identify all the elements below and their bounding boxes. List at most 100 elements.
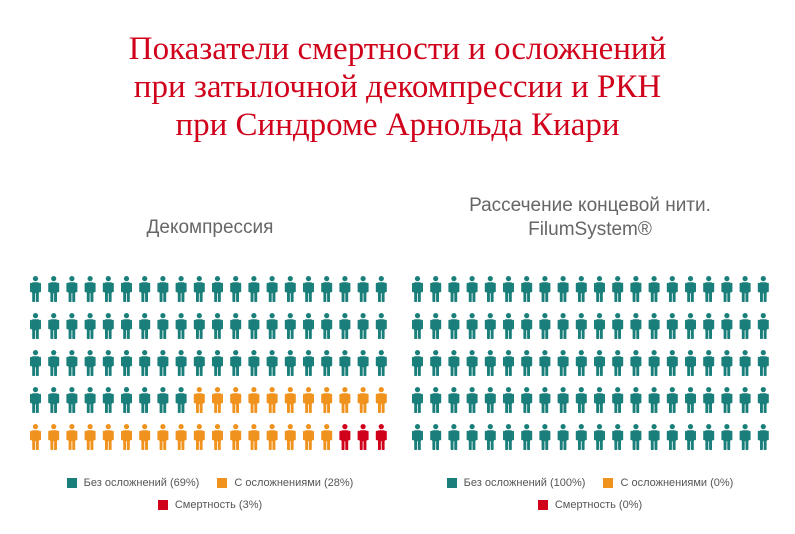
person-icon <box>212 387 223 413</box>
person-icon <box>466 313 478 339</box>
person-icon <box>412 350 423 376</box>
chart-2-pictogram <box>412 276 769 450</box>
person-icon <box>448 276 460 302</box>
person-icon <box>284 350 296 376</box>
person-icon <box>539 276 551 302</box>
person-icon <box>612 276 624 302</box>
person-icon <box>375 424 387 450</box>
person-icon <box>284 387 296 413</box>
title-line-1: Показатели смертности и осложнений <box>128 31 667 67</box>
person-icon <box>48 313 60 339</box>
legend-item-complications: С осложнениями (0%) <box>603 477 733 489</box>
person-icon <box>739 276 751 302</box>
person-icon <box>266 350 278 376</box>
person-icon <box>466 424 478 450</box>
person-icon <box>430 276 442 302</box>
person-icon <box>448 424 460 450</box>
chart-2-legend: Без осложнений (100%) С осложнениями (0%… <box>400 477 780 489</box>
page-title: Показатели смертности и осложнений при з… <box>0 30 795 144</box>
person-icon <box>484 387 496 413</box>
person-icon <box>303 387 314 413</box>
person-icon <box>303 313 314 339</box>
person-icon <box>539 387 551 413</box>
person-icon <box>139 313 151 339</box>
person-icon <box>575 387 587 413</box>
person-icon <box>321 276 333 302</box>
person-icon <box>375 387 387 413</box>
person-icon <box>102 313 114 339</box>
person-icon <box>648 424 660 450</box>
legend-swatch <box>537 500 548 510</box>
person-icon <box>139 276 151 302</box>
person-icon <box>648 350 660 376</box>
person-icon <box>212 276 223 302</box>
person-icon <box>303 276 314 302</box>
person-icon <box>339 387 351 413</box>
person-icon <box>248 387 260 413</box>
person-icon <box>521 313 533 339</box>
person-icon <box>121 350 132 376</box>
person-icon <box>230 313 242 339</box>
chart-2-title: Рассечение концевой нити. FilumSystem® <box>400 194 780 242</box>
person-icon <box>666 276 678 302</box>
person-icon <box>612 350 624 376</box>
person-icon <box>739 350 751 376</box>
person-icon <box>339 350 351 376</box>
person-icon <box>594 424 605 450</box>
person-icon <box>84 276 96 302</box>
person-icon <box>357 276 369 302</box>
person-icon <box>84 387 96 413</box>
person-icon <box>612 424 624 450</box>
person-icon <box>521 276 533 302</box>
person-icon <box>539 313 551 339</box>
person-icon <box>630 313 642 339</box>
legend-label: Смертность (0%) <box>554 499 643 511</box>
person-icon <box>175 424 187 450</box>
person-icon <box>248 424 260 450</box>
person-icon <box>503 424 514 450</box>
person-icon <box>66 424 78 450</box>
person-icon <box>157 313 169 339</box>
person-icon <box>48 424 60 450</box>
person-icon <box>630 276 642 302</box>
person-icon <box>175 276 187 302</box>
person-icon <box>375 276 387 302</box>
person-icon <box>430 387 442 413</box>
person-icon <box>557 313 569 339</box>
person-icon <box>757 350 769 376</box>
person-icon <box>66 313 78 339</box>
legend-item-complications: С осложнениями (28%) <box>217 477 353 489</box>
person-icon <box>139 350 151 376</box>
person-icon <box>703 350 715 376</box>
person-icon <box>48 350 60 376</box>
legend-swatch <box>603 478 614 488</box>
person-icon <box>721 313 733 339</box>
legend-label: Без осложнений (100%) <box>463 477 586 489</box>
legend-swatch <box>157 500 168 510</box>
person-icon <box>503 387 514 413</box>
person-icon <box>66 276 78 302</box>
person-icon <box>84 313 96 339</box>
person-icon <box>230 276 242 302</box>
person-icon <box>139 387 151 413</box>
legend-item-mortality: Смертность (3%) <box>157 499 262 511</box>
person-icon <box>321 313 333 339</box>
person-icon <box>30 276 41 302</box>
person-icon <box>448 313 460 339</box>
person-icon <box>375 350 387 376</box>
person-icon <box>193 313 205 339</box>
person-icon <box>303 350 314 376</box>
chart-2-title-line-2: FilumSystem® <box>528 219 652 240</box>
person-icon <box>757 313 769 339</box>
person-icon <box>539 350 551 376</box>
person-icon <box>248 313 260 339</box>
person-icon <box>721 424 733 450</box>
person-icon <box>193 424 205 450</box>
person-icon <box>102 387 114 413</box>
legend-label: С осложнениями (28%) <box>234 477 354 489</box>
person-icon <box>503 313 514 339</box>
person-icon <box>102 424 114 450</box>
legend-item-no-complications: Без осложнений (100%) <box>446 477 586 489</box>
person-icon <box>630 387 642 413</box>
person-icon <box>230 387 242 413</box>
